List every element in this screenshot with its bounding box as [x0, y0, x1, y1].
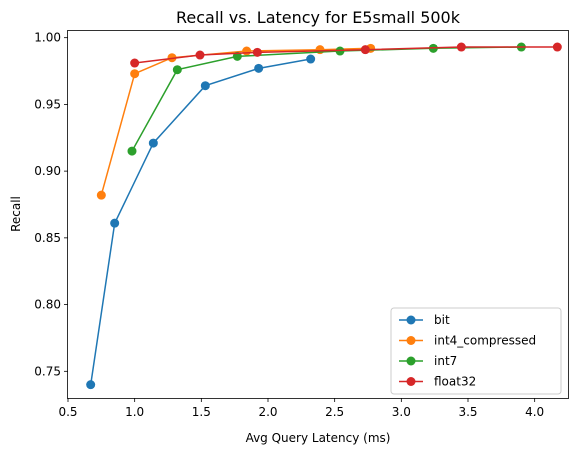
- legend-marker: [406, 356, 416, 366]
- y-tick-label: 0.80: [34, 298, 61, 312]
- x-tick-label: 2.5: [325, 405, 344, 419]
- legend-label: int7: [434, 354, 457, 368]
- data-point: [96, 190, 106, 200]
- data-point: [254, 63, 264, 73]
- x-tick-label: 4.0: [525, 405, 544, 419]
- legend: bit int4_compressed int7 float32: [390, 307, 562, 395]
- legend-marker: [406, 336, 416, 345]
- x-tick-label: 3.0: [392, 405, 411, 419]
- data-point: [195, 50, 205, 60]
- legend-box: [390, 307, 562, 395]
- data-point: [306, 54, 316, 64]
- chart-title: Recall vs. Latency for E5small 500k: [176, 8, 461, 27]
- legend-item: bit: [399, 313, 450, 327]
- legend-item: float32: [399, 375, 476, 389]
- data-point: [360, 45, 370, 55]
- x-tick-label: 2.0: [258, 405, 277, 419]
- data-point: [127, 146, 137, 156]
- plot-area-frame: [67, 30, 569, 399]
- data-point: [148, 138, 158, 148]
- y-tick-label: 1.00: [34, 31, 61, 45]
- x-axis-label: Avg Query Latency (ms): [246, 431, 391, 445]
- series-line: [134, 46, 558, 64]
- legend-label: int4_compressed: [434, 334, 536, 348]
- series-line: [89, 58, 311, 385]
- data-point: [456, 42, 466, 52]
- series-bit: [86, 54, 316, 390]
- legend-marker: [406, 377, 416, 386]
- series-float32: [130, 42, 562, 68]
- data-point: [200, 81, 210, 91]
- x-tick-label: 3.5: [458, 405, 477, 419]
- legend-item: int7: [399, 354, 457, 368]
- data-point: [172, 65, 182, 75]
- data-point: [130, 69, 140, 79]
- x-axis-ticks: 0.5 1.0 1.5 2.0 2.5 3.0 3.5 4.0: [58, 398, 544, 419]
- data-point: [130, 58, 140, 68]
- x-tick-label: 1.0: [125, 405, 144, 419]
- legend-marker: [406, 315, 416, 325]
- series-int7: [127, 42, 526, 156]
- series-line: [131, 46, 522, 152]
- y-axis-label: Recall: [9, 196, 23, 232]
- x-tick-label: 0.5: [58, 405, 77, 419]
- y-axis-ticks: 0.75 0.80 0.85 0.90 0.95 1.00: [34, 31, 68, 378]
- series-line: [100, 47, 371, 196]
- y-tick-label: 0.90: [34, 164, 61, 178]
- data-point: [552, 42, 562, 52]
- data-point: [242, 46, 252, 56]
- series-layer: [86, 42, 562, 390]
- legend-label: bit: [434, 313, 450, 327]
- y-tick-label: 0.75: [34, 364, 61, 378]
- y-tick-label: 0.95: [34, 97, 61, 111]
- series-int4-compressed: [96, 43, 376, 200]
- data-point: [110, 218, 120, 228]
- legend-label: float32: [434, 375, 476, 389]
- data-point: [252, 47, 262, 57]
- legend-item: int4_compressed: [399, 334, 536, 348]
- y-tick-label: 0.85: [34, 231, 61, 245]
- data-point: [86, 380, 96, 390]
- x-tick-label: 1.5: [192, 405, 211, 419]
